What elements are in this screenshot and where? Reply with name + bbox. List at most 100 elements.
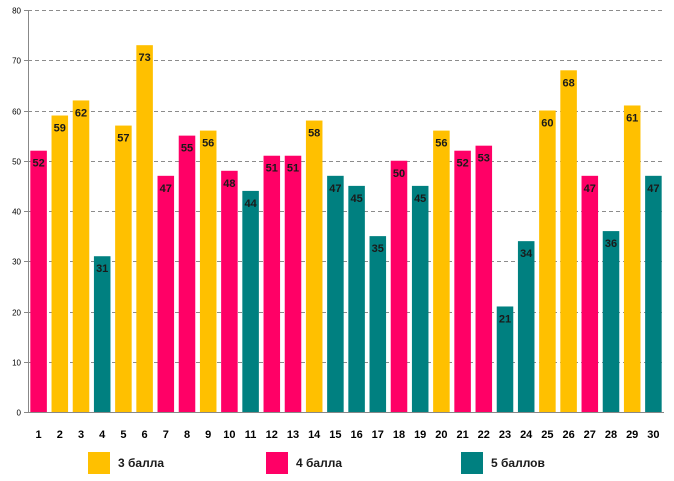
data-label: 35 xyxy=(372,243,384,255)
y-tick-label: 80 xyxy=(12,7,21,16)
x-tick-label: 1 xyxy=(36,429,42,441)
data-label: 61 xyxy=(626,112,638,124)
bar xyxy=(263,155,281,413)
x-tick-label: 17 xyxy=(372,429,384,441)
bar xyxy=(645,175,662,412)
y-tick-label: 30 xyxy=(12,258,21,267)
data-label: 47 xyxy=(160,183,172,195)
x-axis-ticks: 1 2 3 4 5 6 7 8 9 10 11 12 13 14 15 16 17 18 19 20 21 22 23 24 2… xyxy=(36,429,660,441)
y-tick-label: 50 xyxy=(12,158,21,167)
bar xyxy=(560,70,577,413)
x-tick-label: 5 xyxy=(120,429,126,441)
legend-item-4: 4 балла xyxy=(266,450,342,476)
data-label: 51 xyxy=(266,163,278,175)
x-tick-label: 21 xyxy=(456,429,468,441)
x-tick-label: 26 xyxy=(562,429,574,441)
data-label: 47 xyxy=(329,183,341,195)
x-tick-label: 15 xyxy=(329,429,341,441)
bar xyxy=(433,130,450,412)
bar xyxy=(517,241,535,412)
data-label: 55 xyxy=(181,143,193,155)
data-label: 53 xyxy=(478,153,490,165)
y-tick-label: 70 xyxy=(12,57,21,66)
bar xyxy=(390,160,408,412)
x-tick-label: 24 xyxy=(520,429,533,441)
x-tick-label: 10 xyxy=(223,429,235,441)
data-label: 58 xyxy=(308,128,320,140)
x-tick-label: 29 xyxy=(626,429,638,441)
data-label: 62 xyxy=(75,107,87,119)
x-tick-label: 30 xyxy=(647,429,659,441)
legend-swatch-3 xyxy=(88,452,110,474)
data-label: 21 xyxy=(499,313,511,325)
x-tick-label: 12 xyxy=(266,429,278,441)
bar xyxy=(72,100,90,412)
bar xyxy=(305,120,323,413)
y-axis-ticks: 0 10 20 30 40 50 60 70 80 xyxy=(12,7,28,418)
bar xyxy=(623,105,641,412)
data-label: 47 xyxy=(584,183,596,195)
bar xyxy=(136,45,153,413)
legend-swatch-5 xyxy=(461,452,483,474)
x-tick-label: 19 xyxy=(414,429,426,441)
bar xyxy=(51,115,69,413)
gridlines xyxy=(28,10,664,363)
bar xyxy=(178,135,196,413)
x-tick-label: 27 xyxy=(584,429,596,441)
data-label: 60 xyxy=(541,118,553,130)
x-tick-label: 22 xyxy=(478,429,490,441)
bar xyxy=(581,175,599,412)
bar xyxy=(93,256,111,412)
y-tick-label: 40 xyxy=(12,208,21,217)
data-label: 68 xyxy=(562,77,574,89)
data-label: 50 xyxy=(393,168,405,180)
bar xyxy=(157,175,175,412)
data-label: 56 xyxy=(435,138,447,150)
bar xyxy=(369,236,387,413)
data-label: 59 xyxy=(54,123,66,135)
data-label: 31 xyxy=(96,263,108,275)
x-tick-label: 3 xyxy=(78,429,84,441)
data-label: 44 xyxy=(244,198,257,210)
x-tick-label: 9 xyxy=(205,429,211,441)
data-label: 45 xyxy=(414,193,426,205)
x-tick-label: 18 xyxy=(393,429,405,441)
x-tick-label: 23 xyxy=(499,429,511,441)
data-label: 52 xyxy=(32,158,44,170)
y-tick-label: 10 xyxy=(12,359,21,368)
data-label: 45 xyxy=(350,193,362,205)
bar xyxy=(242,190,259,412)
bar xyxy=(221,170,238,412)
legend-item-3: 3 балла xyxy=(88,450,164,476)
bar xyxy=(30,150,47,412)
bar xyxy=(284,155,302,413)
x-tick-label: 11 xyxy=(245,429,257,441)
legend-label-3: 3 балла xyxy=(118,456,165,470)
data-label: 51 xyxy=(287,163,299,175)
x-tick-label: 8 xyxy=(184,429,190,441)
data-labels: 52 59 62 31 57 73 47 55 56 48 44 51 51 58 47 45 35 50 45 56… xyxy=(32,52,659,325)
x-tick-label: 20 xyxy=(435,429,447,441)
bar xyxy=(348,185,365,413)
data-label: 56 xyxy=(202,138,214,150)
x-tick-label: 28 xyxy=(605,429,617,441)
legend-label-5: 5 баллов xyxy=(491,456,545,470)
x-tick-label: 16 xyxy=(350,429,362,441)
bar xyxy=(475,145,493,412)
data-label: 73 xyxy=(138,52,150,64)
x-tick-label: 13 xyxy=(287,429,299,441)
data-label: 34 xyxy=(520,248,533,260)
data-label: 52 xyxy=(456,158,468,170)
y-tick-label: 20 xyxy=(12,309,21,318)
bar xyxy=(411,185,429,413)
bar xyxy=(327,175,344,412)
bar xyxy=(539,110,556,412)
x-tick-label: 14 xyxy=(308,429,321,441)
legend-swatch-4 xyxy=(266,452,288,474)
x-tick-label: 25 xyxy=(541,429,553,441)
data-label: 57 xyxy=(117,133,129,145)
bar xyxy=(496,306,514,412)
bar xyxy=(602,231,620,412)
legend-label-4: 4 балла xyxy=(296,456,343,470)
